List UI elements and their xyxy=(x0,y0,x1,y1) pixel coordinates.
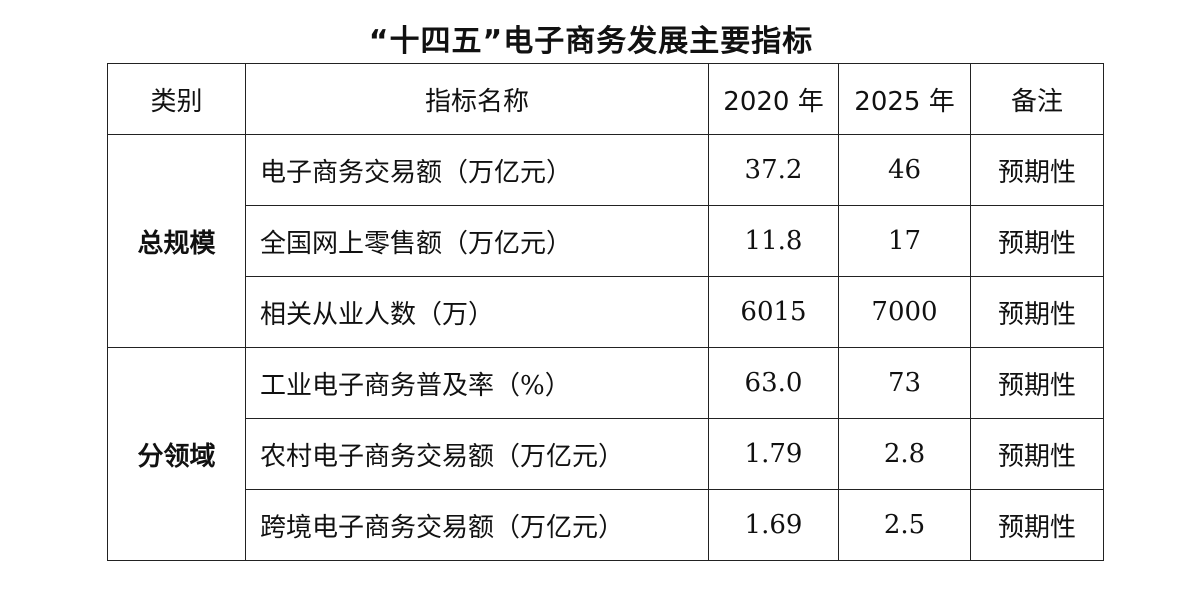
table-row: 农村电子商务交易额（万亿元） 1.79 2.8 预期性 xyxy=(108,418,1104,490)
indicator-name: 跨境电子商务交易额（万亿元） xyxy=(245,489,709,561)
header-cell: 备注 xyxy=(970,63,1104,135)
indicator-name: 全国网上零售额（万亿元） xyxy=(245,205,709,277)
value-2025: 2.5 xyxy=(838,489,971,561)
value-2020: 1.79 xyxy=(708,418,839,490)
value-2025: 17 xyxy=(838,205,971,277)
value-2025: 7000 xyxy=(838,276,971,348)
indicator-name: 农村电子商务交易额（万亿元） xyxy=(245,418,709,490)
table-row: 分领域 工业电子商务普及率（%） 63.0 73 预期性 xyxy=(107,347,1104,561)
remark: 预期性 xyxy=(970,418,1104,490)
document-title: “十四五”电子商务发展主要指标 xyxy=(368,24,814,59)
value-2025: 46 xyxy=(838,134,971,206)
header-cell: 2025 年 xyxy=(838,63,971,135)
header-cell: 2020 年 xyxy=(708,63,839,135)
remark: 预期性 xyxy=(970,134,1104,206)
indicator-name: 工业电子商务普及率（%） xyxy=(245,347,709,419)
remark: 预期性 xyxy=(970,205,1104,277)
category-cell: 总规模 xyxy=(107,134,246,348)
value-2020: 11.8 xyxy=(708,205,839,277)
table-row: 总规模 电子商务交易额（万亿元） 37.2 46 预期性 xyxy=(107,134,1104,348)
category-cell: 分领域 xyxy=(107,347,246,561)
remark: 预期性 xyxy=(970,347,1104,419)
remark: 预期性 xyxy=(970,276,1104,348)
indicator-table: 类别 指标名称 2020 年 2025 年备注 总规模 电子商务交易额（万亿元） 37.2… xyxy=(107,63,1104,561)
indicator-name: 电子商务交易额（万亿元） xyxy=(245,134,709,206)
value-2020: 37.2 xyxy=(708,134,839,206)
table-row: 相关从业人数（万） 6015 7000 预期性 xyxy=(108,276,1104,348)
value-2020: 6015 xyxy=(708,276,839,348)
header-row: 类别 指标名称 2020 年 2025 年备注 xyxy=(107,63,1104,135)
header-cell: 类别 xyxy=(107,63,246,135)
value-2025: 73 xyxy=(838,347,971,419)
value-2025: 2.8 xyxy=(838,418,971,490)
table-row: 跨境电子商务交易额（万亿元） 1.69 2.5 预期性 xyxy=(108,489,1104,561)
indicator-name: 相关从业人数（万） xyxy=(245,276,709,348)
value-2020: 63.0 xyxy=(708,347,839,419)
remark: 预期性 xyxy=(970,489,1104,561)
header-cell: 指标名称 xyxy=(245,63,709,135)
table-body: 总规模 电子商务交易额（万亿元） 37.2 46 预期性 全国网上零售额（万亿元） 11.8… xyxy=(107,134,1104,561)
table-row: 全国网上零售额（万亿元） 11.8 17 预期性 xyxy=(108,205,1104,277)
value-2020: 1.69 xyxy=(708,489,839,561)
